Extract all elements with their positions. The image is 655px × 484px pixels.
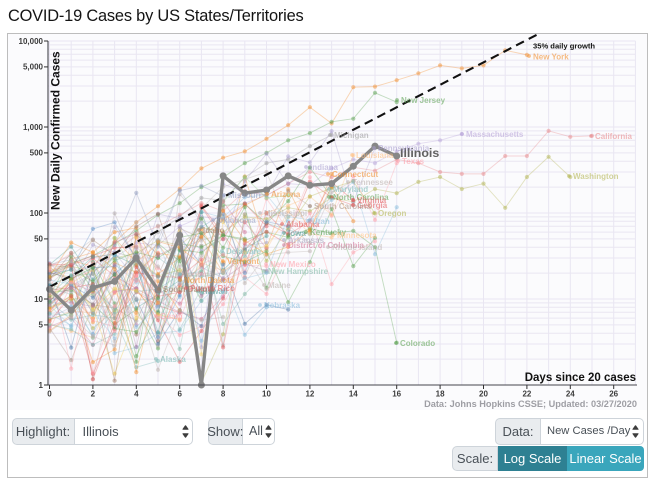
svg-text:5: 5 <box>39 321 44 330</box>
svg-text:2: 2 <box>91 390 96 399</box>
svg-text:20: 20 <box>479 390 488 399</box>
svg-text:Alabama: Alabama <box>286 220 320 229</box>
svg-text:0: 0 <box>47 390 52 399</box>
svg-text:Hawaii: Hawaii <box>202 287 227 296</box>
svg-text:Vermont: Vermont <box>227 257 259 266</box>
svg-text:500: 500 <box>30 149 44 158</box>
svg-text:District of Columbia: District of Columbia <box>288 241 365 250</box>
svg-text:10: 10 <box>262 390 271 399</box>
svg-text:14: 14 <box>349 390 358 399</box>
svg-text:Connecticut: Connecticut <box>332 170 379 179</box>
svg-text:4: 4 <box>134 390 139 399</box>
svg-text:Alaska: Alaska <box>160 355 186 364</box>
svg-text:New Hampshire: New Hampshire <box>268 267 329 276</box>
svg-text:Indiana: Indiana <box>310 163 339 172</box>
svg-text:Tennessee: Tennessee <box>352 178 393 187</box>
svg-text:Massachusetts: Massachusetts <box>466 130 524 139</box>
svg-text:Puerto Rico: Puerto Rico <box>190 284 235 293</box>
svg-text:North Carolina: North Carolina <box>333 193 389 202</box>
svg-text:Mississippi: Mississippi <box>264 209 307 218</box>
svg-text:Michigan: Michigan <box>334 131 369 140</box>
svg-text:Rhode Island: Rhode Island <box>332 243 382 252</box>
svg-text:Days since 20 cases: Days since 20 cases <box>525 372 636 384</box>
svg-text:North Dakota: North Dakota <box>184 276 235 285</box>
svg-text:Virginia: Virginia <box>357 196 387 205</box>
svg-text:50: 50 <box>34 235 43 244</box>
svg-text:Idaho: Idaho <box>203 226 224 235</box>
svg-text:Kentucky: Kentucky <box>310 228 347 237</box>
svg-text:New Mexico: New Mexico <box>270 260 316 269</box>
svg-text:Texas: Texas <box>402 157 425 166</box>
svg-text:New York: New York <box>533 53 569 62</box>
svg-text:Maine: Maine <box>268 281 291 290</box>
svg-text:100: 100 <box>30 209 44 218</box>
svg-text:New Jersey: New Jersey <box>401 96 446 105</box>
svg-text:Arkansas: Arkansas <box>288 236 325 245</box>
svg-text:South Dakota: South Dakota <box>163 285 215 294</box>
svg-text:18: 18 <box>436 390 445 399</box>
svg-text:Oregon: Oregon <box>378 209 407 218</box>
svg-text:35% daily growth: 35% daily growth <box>533 42 595 51</box>
svg-text:5,000: 5,000 <box>23 63 44 72</box>
svg-text:Colorado: Colorado <box>400 339 435 348</box>
svg-text:Nebraska: Nebraska <box>264 301 301 310</box>
svg-text:Maryland: Maryland <box>333 185 368 194</box>
svg-text:8: 8 <box>221 390 226 399</box>
svg-text:1,000: 1,000 <box>23 123 44 132</box>
svg-text:Georgia: Georgia <box>357 201 388 210</box>
svg-text:Montana: Montana <box>181 270 214 279</box>
svg-text:26: 26 <box>609 390 618 399</box>
svg-text:12: 12 <box>305 390 314 399</box>
svg-text:Arizona: Arizona <box>271 190 301 199</box>
svg-text:24: 24 <box>566 390 575 399</box>
svg-text:10,000: 10,000 <box>19 37 44 46</box>
svg-text:1: 1 <box>39 381 44 390</box>
svg-text:6: 6 <box>177 390 182 399</box>
svg-text:Utah: Utah <box>312 217 330 226</box>
svg-text:New Daily Confirmed Cases: New Daily Confirmed Cases <box>49 51 63 210</box>
svg-text:Missouri: Missouri <box>228 191 261 200</box>
svg-text:22: 22 <box>522 390 531 399</box>
svg-text:Washington: Washington <box>573 172 619 181</box>
svg-text:Iowa: Iowa <box>288 229 306 238</box>
svg-text:South Carolina: South Carolina <box>314 202 371 211</box>
svg-text:Guam: Guam <box>160 312 183 321</box>
svg-text:Delaware: Delaware <box>226 247 262 256</box>
svg-text:16: 16 <box>392 390 401 399</box>
svg-text:Louisiana: Louisiana <box>356 151 394 160</box>
svg-text:Minnesota: Minnesota <box>337 231 377 240</box>
svg-text:Oklahoma: Oklahoma <box>217 216 256 225</box>
svg-text:10: 10 <box>34 295 43 304</box>
svg-text:Pennsylvania: Pennsylvania <box>378 144 430 153</box>
svg-text:California: California <box>595 132 632 141</box>
svg-text:Illinois: Illinois <box>400 146 439 160</box>
